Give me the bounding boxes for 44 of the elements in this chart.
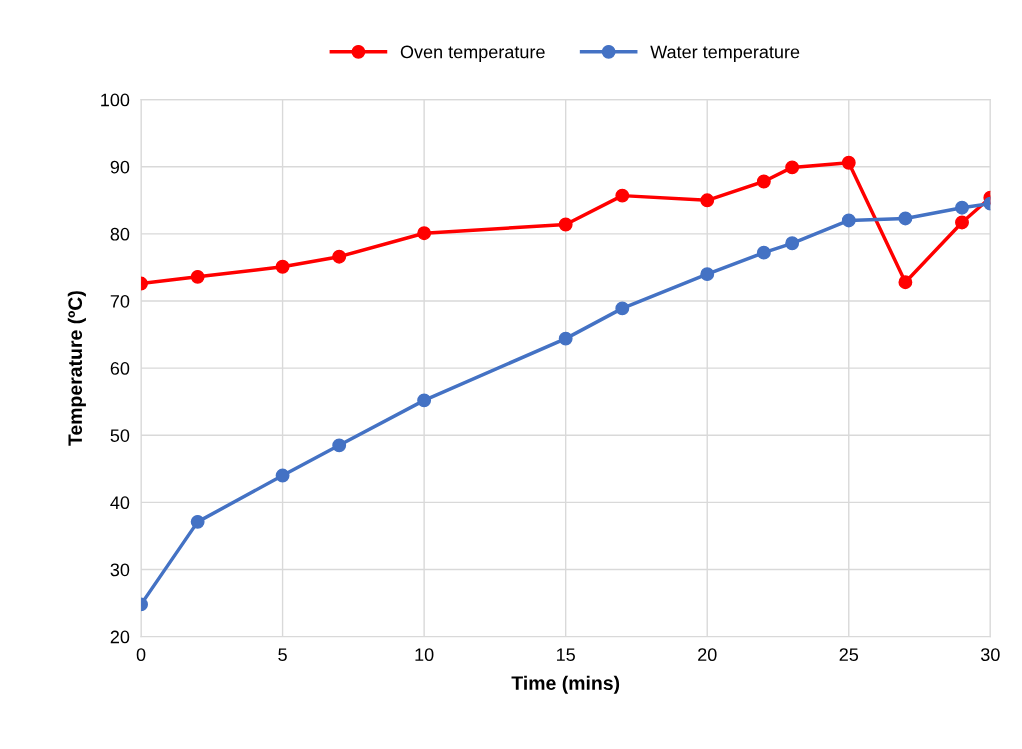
x-tick-label: 0 [136, 648, 146, 662]
point [841, 213, 856, 228]
point [417, 393, 432, 408]
point [756, 174, 771, 189]
y-tick-label: 90 [110, 160, 130, 174]
y-tick-label: 20 [110, 630, 130, 644]
legend-label: Water temperature [650, 45, 800, 62]
y-tick-label: 30 [110, 563, 130, 577]
point [785, 236, 800, 251]
point [558, 331, 573, 346]
x-tick-label: 5 [278, 648, 287, 662]
point [558, 217, 573, 232]
point [275, 259, 290, 274]
point [700, 193, 715, 208]
point [615, 188, 630, 203]
y-tick-label: 80 [110, 227, 130, 241]
point [700, 267, 715, 282]
point [898, 275, 913, 290]
point [190, 269, 205, 284]
x-tick-label: 15 [557, 648, 575, 662]
point [417, 226, 432, 241]
y-tick-label: 70 [110, 294, 130, 308]
y-tick-label: 60 [110, 362, 130, 375]
x-tick-label: 10 [415, 648, 434, 662]
point [275, 468, 290, 483]
x-tick-label: 30 [980, 648, 1000, 662]
point [332, 249, 347, 264]
point [615, 301, 630, 316]
x-axis-title: Time (mins) [511, 675, 620, 694]
y-tick-label: 40 [110, 496, 130, 510]
point [785, 160, 800, 175]
point [955, 200, 969, 215]
x-tick-label: 20 [698, 648, 717, 662]
point [955, 215, 969, 230]
point [898, 211, 913, 226]
legend-label: Oven temperature [400, 45, 545, 62]
y-axis-title: Temperature (ºC) [67, 291, 86, 446]
x-tick-label: 25 [839, 648, 859, 662]
point [841, 155, 856, 170]
point [190, 514, 205, 529]
y-tick-label: 100 [101, 93, 130, 107]
point [756, 245, 771, 260]
point [332, 438, 347, 453]
y-tick-label: 50 [110, 429, 130, 442]
